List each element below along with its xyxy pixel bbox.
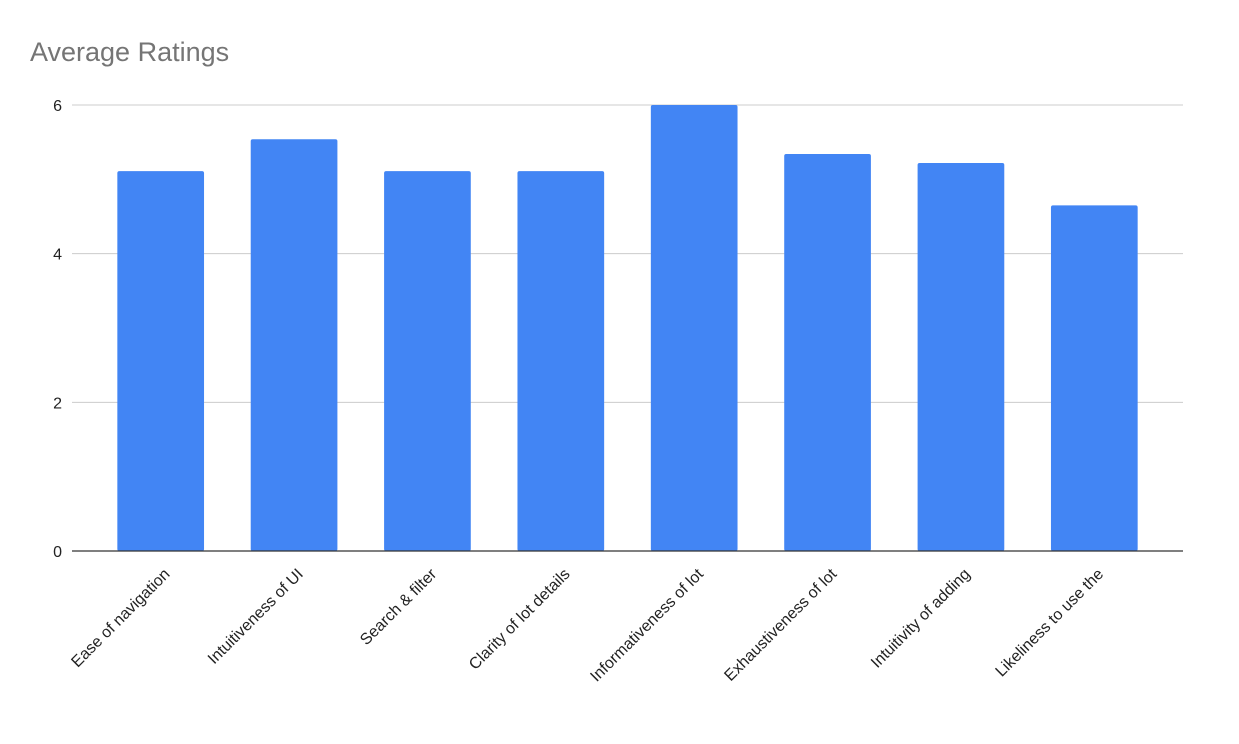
bar (384, 171, 471, 551)
bar (650, 105, 738, 551)
bar (117, 171, 205, 551)
y-tick-label: 0 (53, 544, 62, 561)
y-tick-label: 6 (53, 98, 62, 115)
bar (1050, 205, 1138, 551)
bar (517, 171, 605, 551)
chart-title: Average Ratings (30, 37, 229, 67)
y-tick-label: 2 (53, 395, 62, 412)
bar (784, 154, 871, 551)
bar (250, 139, 338, 551)
bar (917, 162, 1005, 552)
y-tick-label: 4 (53, 247, 62, 264)
